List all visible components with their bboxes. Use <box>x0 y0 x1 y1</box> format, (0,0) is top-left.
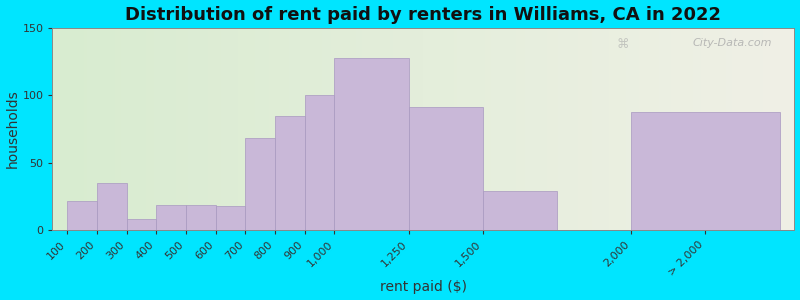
Bar <box>334 58 409 230</box>
Title: Distribution of rent paid by renters in Williams, CA in 2022: Distribution of rent paid by renters in … <box>126 6 722 24</box>
Y-axis label: households: households <box>6 90 19 168</box>
Text: ⌘: ⌘ <box>616 38 629 51</box>
Bar <box>186 205 216 230</box>
Bar <box>275 116 305 230</box>
Text: City-Data.com: City-Data.com <box>693 38 772 48</box>
Bar <box>409 107 482 230</box>
Bar <box>216 206 246 230</box>
Bar <box>305 95 334 230</box>
Bar <box>246 139 275 230</box>
X-axis label: rent paid ($): rent paid ($) <box>380 280 467 294</box>
Bar <box>631 112 780 230</box>
Bar <box>482 191 557 230</box>
Bar <box>156 205 186 230</box>
Bar <box>97 183 126 230</box>
Bar <box>67 200 97 230</box>
Bar <box>126 219 156 230</box>
